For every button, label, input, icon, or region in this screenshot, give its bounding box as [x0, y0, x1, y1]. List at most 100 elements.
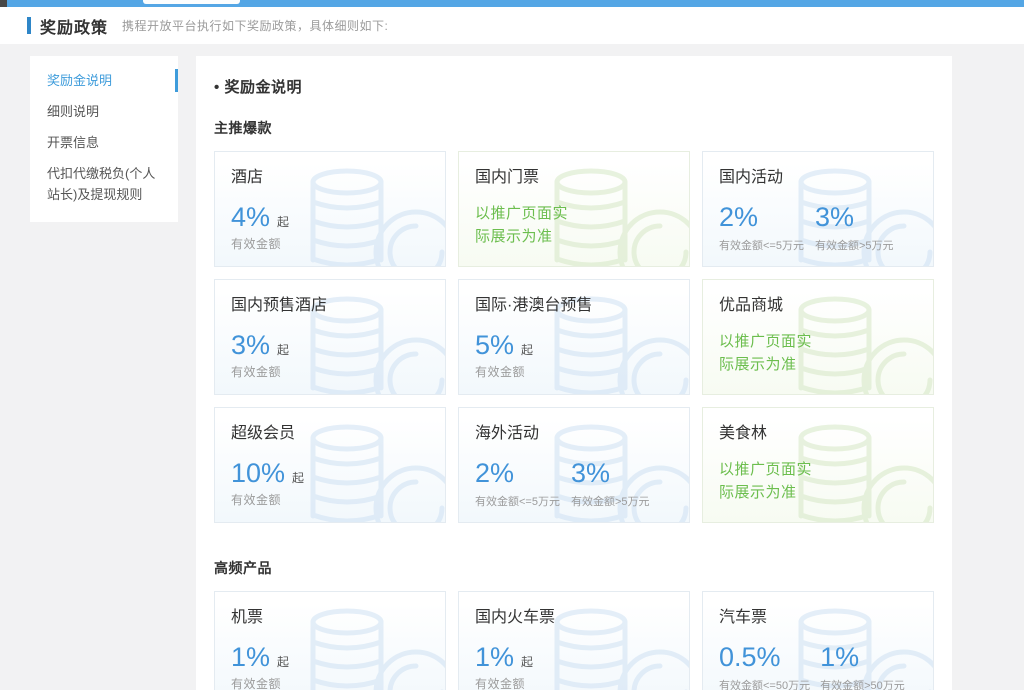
promo-text: 以推广页面实际展示为准	[719, 461, 813, 501]
percent-row: 1% 起	[231, 642, 429, 672]
coins-icon	[529, 598, 689, 690]
reward-card: 汽车票 0.5% 有效金额<=50万元 1% 有效金额>50万元	[702, 591, 934, 690]
percent-suffix: 起	[277, 655, 290, 669]
card-body: 3% 起有效金额	[231, 330, 429, 380]
section-title: 高频产品	[214, 560, 272, 576]
card-title: 海外活动	[475, 425, 540, 442]
percent-note: 有效金额	[231, 493, 282, 507]
coins-icon	[773, 414, 933, 522]
percent-suffix: 起	[521, 343, 534, 357]
sidebar-item-2[interactable]: 开票信息	[30, 127, 178, 158]
percent-row: 1% 起	[475, 642, 673, 672]
card-title: 国际·港澳台预售	[475, 297, 593, 314]
top-bar	[0, 0, 1024, 7]
reward-card: 国际·港澳台预售 5% 起有效金额	[458, 279, 690, 395]
coins-icon	[285, 414, 445, 522]
reward-card: 美食林 以推广页面实际展示为准	[702, 407, 934, 523]
reward-card: 国内火车票 1% 起有效金额	[458, 591, 690, 690]
heading-text: 奖励金说明	[224, 79, 302, 96]
percent-value: 5%	[475, 330, 515, 360]
percent-tier: 3% 有效金额>5万元	[815, 202, 901, 253]
reward-card: 酒店 4% 起有效金额	[214, 151, 446, 267]
sidebar-item-0[interactable]: 奖励金说明	[30, 65, 178, 96]
card-title: 国内活动	[719, 169, 784, 186]
percent-row: 10% 起	[231, 458, 429, 488]
coins-icon	[285, 598, 445, 690]
sidebar-item-3[interactable]: 代扣代缴税负(个人站长)及提现规则	[30, 158, 178, 210]
card-body: 1% 起有效金额	[475, 642, 673, 690]
coins-icon	[773, 598, 933, 690]
coins-icon	[285, 158, 445, 266]
sidebar-item-label: 奖励金说明	[47, 73, 113, 88]
percent-tier: 2% 有效金额<=5万元	[475, 458, 561, 509]
section-title: 主推爆款	[214, 120, 272, 136]
percent-row: 0.5%	[719, 642, 810, 672]
heading-bullet: •	[214, 79, 220, 96]
card-body: 2% 有效金额<=5万元 3% 有效金额>5万元	[719, 202, 917, 253]
promo-text: 以推广页面实际展示为准	[475, 205, 569, 245]
sidebar: 奖励金说明细则说明开票信息代扣代缴税负(个人站长)及提现规则	[30, 56, 178, 222]
percent-note: 有效金额<=50万元	[719, 680, 811, 690]
card-body: 5% 起有效金额	[475, 330, 673, 380]
percent-row: 4% 起	[231, 202, 429, 232]
card-body: 4% 起有效金额	[231, 202, 429, 252]
reward-card: 超级会员 10% 起有效金额	[214, 407, 446, 523]
card-grid: 机票 1% 起有效金额 国内火车票 1% 起有效金额 汽车票 0.5% 有效金额<=50万元 1%…	[214, 591, 934, 690]
page-subtitle: 携程开放平台执行如下奖励政策，具体细则如下:	[122, 19, 389, 33]
page-title: 奖励政策	[40, 19, 109, 37]
card-body: 2% 有效金额<=5万元 3% 有效金额>5万元	[475, 458, 673, 509]
sidebar-item-label: 代扣代缴税负(个人站长)及提现规则	[47, 166, 156, 202]
card-body: 10% 起有效金额	[231, 458, 429, 508]
reward-card: 国内预售酒店 3% 起有效金额	[214, 279, 446, 395]
card-title: 优品商城	[719, 297, 784, 314]
coins-icon	[773, 286, 933, 394]
percent-value: 1%	[475, 642, 515, 672]
percent-row: 3%	[815, 202, 901, 232]
card-body: 1% 起有效金额	[231, 642, 429, 690]
percent-value: 0.5%	[719, 642, 781, 672]
percent-value: 4%	[231, 202, 271, 232]
percent-value: 10%	[231, 458, 286, 488]
percent-row: 3%	[571, 458, 657, 488]
percent-note: 有效金额	[231, 237, 282, 251]
percent-note: 有效金额	[231, 677, 282, 690]
reward-card: 机票 1% 起有效金额	[214, 591, 446, 690]
percent-note: 有效金额<=5万元	[719, 240, 804, 252]
percent-suffix: 起	[292, 471, 305, 485]
percent-suffix: 起	[521, 655, 534, 669]
sidebar-item-1[interactable]: 细则说明	[30, 96, 178, 127]
percent-tier: 1% 有效金额>50万元	[820, 642, 906, 690]
top-bar-notch	[143, 0, 240, 4]
percent-value: 2%	[719, 202, 759, 232]
reward-card: 国内门票 以推广页面实际展示为准	[458, 151, 690, 267]
sidebar-item-label: 开票信息	[47, 135, 100, 150]
percent-note: 有效金额>50万元	[820, 680, 905, 690]
card-title: 超级会员	[231, 425, 296, 442]
coins-icon	[285, 286, 445, 394]
percent-value: 1%	[820, 642, 860, 672]
card-body: 以推广页面实际展示为准	[719, 458, 917, 504]
percent-suffix: 起	[277, 343, 290, 357]
percent-tier: 0.5% 有效金额<=50万元	[719, 642, 810, 690]
main-panel: • 奖励金说明 主推爆款 酒店 4% 起有效金额 国内门票 以推广页面实际展示为准 国内活动…	[196, 56, 952, 690]
card-title: 酒店	[231, 169, 264, 186]
card-body: 以推广页面实际展示为准	[475, 202, 673, 248]
title-accent-bar	[27, 17, 31, 34]
card-title: 国内火车票	[475, 609, 556, 626]
card-title: 汽车票	[719, 609, 768, 626]
page-header: 奖励政策 携程开放平台执行如下奖励政策，具体细则如下:	[0, 7, 1024, 44]
percent-suffix: 起	[277, 215, 290, 229]
coins-icon	[529, 414, 689, 522]
percent-note: 有效金额	[475, 677, 526, 690]
reward-card: 优品商城 以推广页面实际展示为准	[702, 279, 934, 395]
active-indicator-bar	[175, 69, 178, 92]
window-corner	[0, 0, 7, 7]
percent-tier: 3% 有效金额>5万元	[571, 458, 657, 509]
percent-note: 有效金额>5万元	[571, 496, 650, 508]
card-grid: 酒店 4% 起有效金额 国内门票 以推广页面实际展示为准 国内活动 2% 有效金额<=5万元 3…	[214, 151, 934, 523]
coins-icon	[773, 158, 933, 266]
section-0: 主推爆款 酒店 4% 起有效金额 国内门票 以推广页面实际展示为准 国内活动 2% 有效金额<=…	[214, 118, 934, 523]
percent-row: 5% 起	[475, 330, 673, 360]
coins-icon	[529, 158, 689, 266]
percent-value: 3%	[815, 202, 855, 232]
